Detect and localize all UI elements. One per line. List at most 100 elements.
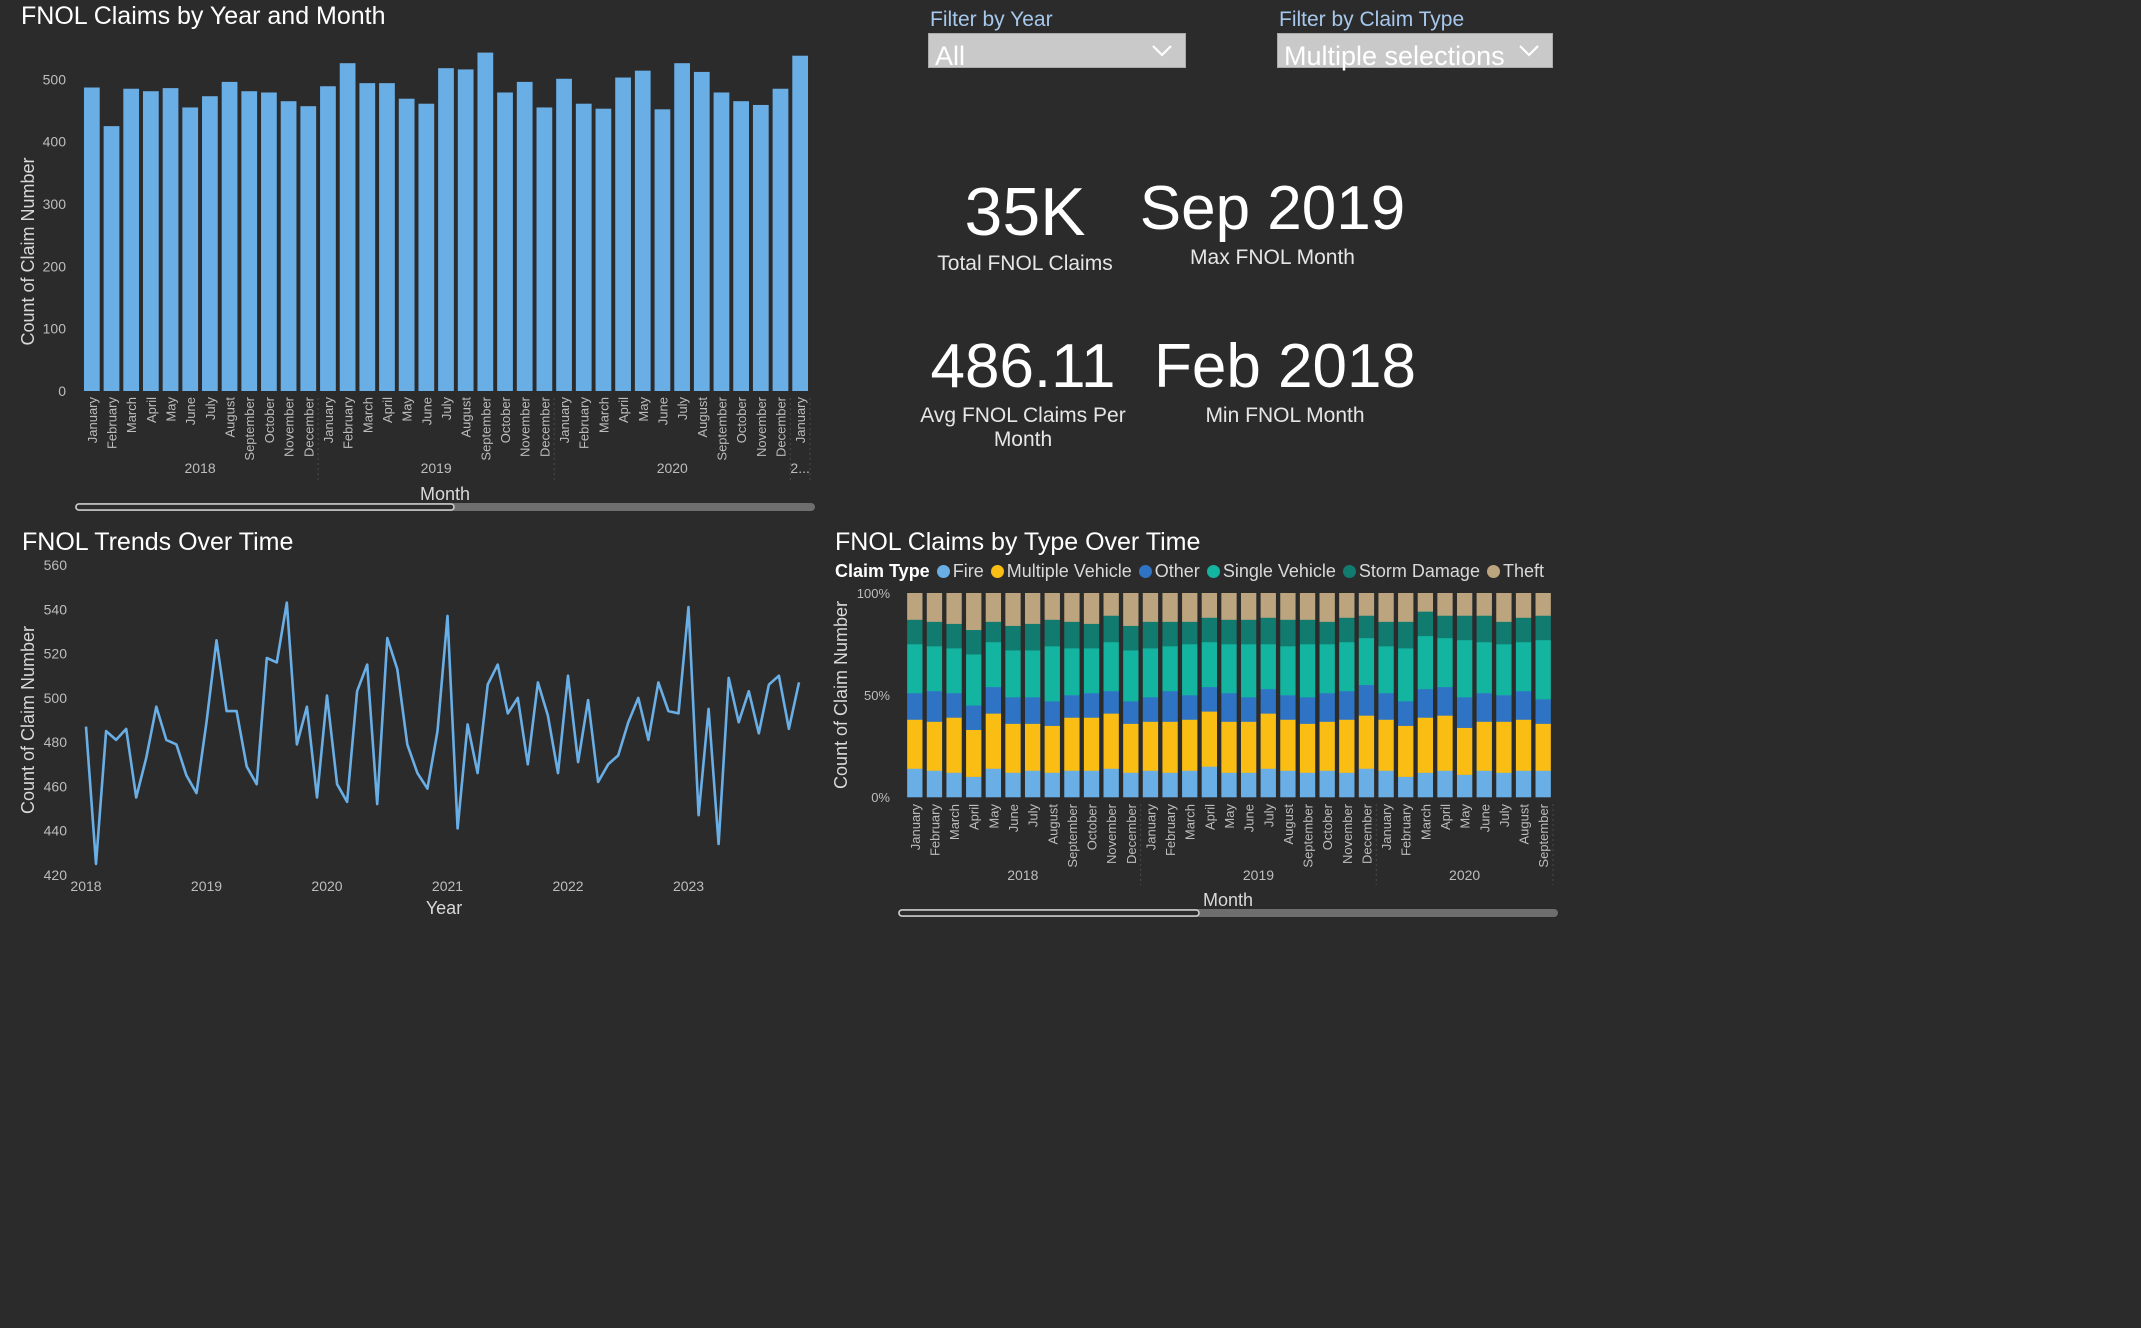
kpi-max-month: Sep 2019 Max FNOL Month — [1130, 178, 1415, 270]
kpi-min-month: Feb 2018 Min FNOL Month — [1150, 336, 1420, 428]
legend-item-fire[interactable]: Fire — [952, 561, 984, 581]
x-tick-label: February — [105, 397, 120, 450]
x-tick-label: 2019 — [191, 878, 222, 894]
legend-item-storm-damage[interactable]: Storm Damage — [1358, 561, 1480, 581]
bar — [713, 92, 730, 392]
stack-segment — [1162, 646, 1178, 692]
stack-segment — [985, 768, 1002, 798]
legend-item-single-vehicle[interactable]: Single Vehicle — [1222, 561, 1336, 581]
stack-segment — [926, 621, 943, 647]
year-group-label: 2019 — [421, 460, 452, 476]
stack-segment — [1280, 593, 1296, 620]
stack-segment — [1280, 695, 1296, 720]
trend-chart-title: FNOL Trends Over Time — [22, 528, 294, 556]
stack-segment — [1378, 621, 1394, 647]
claim-type-legend: Claim Type Fire Multiple Vehicle Other Singl… — [835, 561, 1544, 582]
year-group-label: 2019 — [1243, 867, 1274, 883]
stack-segment — [966, 729, 982, 777]
stack-segment — [1496, 644, 1512, 696]
x-tick-label: December — [537, 396, 552, 457]
stack-segment — [1005, 772, 1021, 798]
y-tick-label: 200 — [43, 258, 67, 274]
x-tick-label: 2018 — [70, 878, 101, 894]
stack-segment — [926, 646, 943, 692]
stack-segment — [907, 768, 923, 798]
x-tick-label: March — [1183, 804, 1198, 840]
x-tick-label: February — [927, 804, 942, 857]
stack-segment — [1240, 593, 1257, 620]
kpi-total-label: Total FNOL Claims — [937, 252, 1113, 275]
x-tick-label: April — [616, 397, 631, 423]
stack-segment — [1417, 635, 1434, 690]
x-tick-label: September — [1301, 803, 1316, 867]
stack-segment — [1456, 593, 1473, 616]
x-tick-label: June — [1477, 804, 1492, 832]
stack-segment — [1221, 593, 1237, 620]
stack-segment — [1024, 770, 1041, 798]
stack-segment — [1515, 690, 1532, 720]
stack-segment — [1201, 711, 1218, 767]
stack-segment — [1182, 593, 1198, 622]
stack-segment — [1142, 621, 1159, 649]
bar — [733, 101, 750, 392]
stack-segment — [985, 593, 1002, 622]
y-tick-label: 420 — [44, 867, 68, 883]
stack-segment — [1358, 615, 1375, 639]
x-tick-label: May — [1222, 804, 1237, 829]
x-tick-label: September — [714, 396, 729, 460]
stack-segment — [946, 717, 962, 773]
x-tick-label: August — [459, 397, 474, 438]
stack-segment — [1476, 641, 1492, 694]
scrollbar-thumb — [75, 503, 455, 511]
x-tick-label: May — [636, 397, 651, 422]
legend-item-other[interactable]: Other — [1154, 561, 1200, 581]
year-filter-dropdown[interactable]: All — [928, 33, 1186, 71]
chevron-down-icon — [1519, 45, 1539, 57]
stack-segment — [1182, 621, 1198, 645]
stack-segment — [1535, 639, 1551, 700]
y-tick-label: 520 — [44, 646, 68, 662]
stack-segment — [1103, 713, 1119, 769]
chevron-down-icon — [1152, 45, 1172, 57]
bar-chart-title: FNOL Claims by Year and Month — [21, 2, 386, 30]
stack-segment — [1260, 617, 1276, 645]
stack-segment — [1064, 717, 1080, 771]
claim-type-filter-dropdown[interactable]: Multiple selections — [1277, 33, 1553, 71]
bar — [536, 107, 553, 391]
x-tick-label: November — [754, 396, 769, 457]
y-tick-label: 0% — [871, 790, 890, 805]
x-tick-label: August — [695, 397, 710, 438]
legend-title: Claim Type — [835, 561, 930, 581]
stack-segment — [1299, 723, 1316, 773]
stack-segment — [1005, 697, 1021, 724]
x-tick-label: February — [577, 397, 592, 450]
stack-segment — [1339, 617, 1355, 643]
x-tick-label: July — [1026, 804, 1041, 828]
stack-segment — [946, 648, 962, 694]
stack-segment — [1221, 644, 1237, 694]
stack-segment — [1064, 695, 1080, 718]
kpi-min-value: Feb 2018 — [1154, 332, 1416, 401]
stack-segment — [1142, 697, 1159, 722]
stack-segment — [946, 623, 962, 649]
bar — [339, 63, 356, 392]
x-tick-label: March — [596, 397, 611, 433]
stack-segment — [1123, 650, 1139, 702]
bar — [418, 103, 435, 391]
stack-segment — [1339, 719, 1355, 773]
stack-segment — [1201, 686, 1218, 712]
x-tick-label: January — [908, 804, 923, 851]
stack-segment — [1083, 623, 1100, 649]
legend-item-multiple-vehicle[interactable]: Multiple Vehicle — [1006, 561, 1132, 581]
x-tick-label: July — [675, 397, 690, 421]
stack-segment — [1378, 719, 1394, 771]
legend-item-theft[interactable]: Theft — [1502, 561, 1544, 581]
stack-segment — [1024, 593, 1041, 624]
stack-segment — [1417, 717, 1434, 773]
stack-segment — [1535, 615, 1551, 641]
bar — [693, 71, 710, 392]
x-tick-label: October — [1085, 803, 1100, 850]
kpi-min-label: Min FNOL Month — [1205, 404, 1365, 427]
stack-segment — [926, 721, 943, 771]
stack-segment — [1005, 625, 1021, 651]
